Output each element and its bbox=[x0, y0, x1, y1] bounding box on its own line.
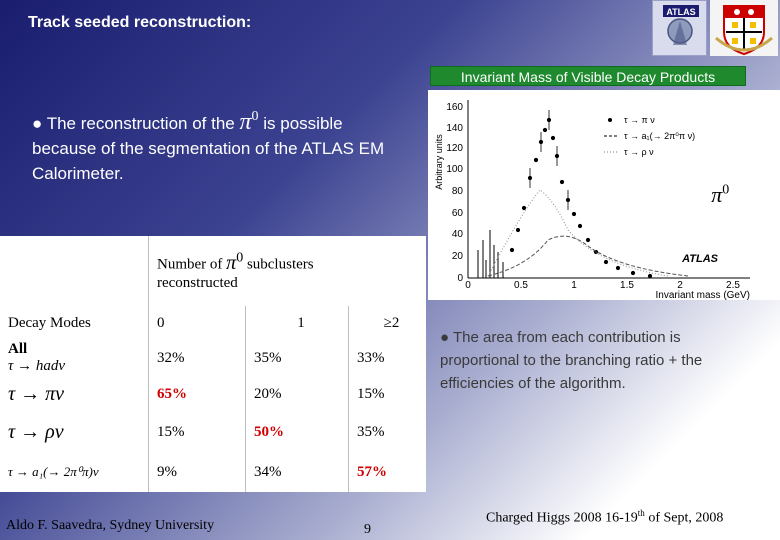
corner-cell bbox=[0, 236, 149, 306]
intro-rest: possible because of the segmentation of … bbox=[32, 114, 385, 183]
callout-line1: With at least 1 bbox=[612, 189, 708, 207]
slide-title: Track seeded reconstruction: bbox=[28, 14, 252, 31]
ytick: 140 bbox=[446, 123, 463, 134]
plot-legend: τ → π ν τ → a₁(→ 2π⁰π ν) τ → ρ ν bbox=[604, 115, 695, 157]
plot-ylabel: Arbitrary units bbox=[434, 134, 444, 190]
legend-rho: τ → ρ ν bbox=[624, 147, 654, 157]
mode-a1: τ → a₁(→ 2π⁰π)ν bbox=[0, 452, 149, 492]
cell-pi-2: 15% bbox=[357, 385, 385, 402]
cell-had-1: 35% bbox=[245, 340, 349, 376]
mode-rho: τ → ρν bbox=[0, 412, 149, 452]
col-0: 0 bbox=[148, 306, 246, 340]
header-sub: subclusters bbox=[246, 256, 314, 273]
cell-rho-1: 50% bbox=[245, 412, 349, 452]
mode-had: τ → hadν bbox=[8, 358, 66, 374]
bullet-dot: ● bbox=[32, 114, 43, 133]
legend-a1: τ → a₁(→ 2π⁰π ν) bbox=[624, 131, 695, 141]
plot-xlabel: Invariant mass (GeV) bbox=[656, 290, 750, 300]
plot-title-banner: Invariant Mass of Visible Decay Products bbox=[430, 66, 746, 86]
data-points bbox=[477, 110, 653, 279]
bullet-dot: ● bbox=[440, 329, 450, 346]
intro-after-pi: is bbox=[263, 114, 276, 133]
cell-rho-0: 15% bbox=[148, 412, 246, 452]
callout-pi0: π0 bbox=[711, 182, 730, 208]
cell-pi-0: 65% bbox=[148, 376, 246, 412]
header-bottom: reconstructed bbox=[157, 274, 238, 291]
ytick: 0 bbox=[457, 273, 463, 284]
header-top: Number of bbox=[157, 256, 223, 273]
area-note: ● The area from each contribution is pro… bbox=[440, 326, 740, 395]
xtick: 0.5 bbox=[514, 280, 528, 291]
header-cell: Number of π0 subclusters reconstructed bbox=[149, 236, 427, 306]
cell-a1-1: 34% bbox=[245, 452, 349, 492]
pi0-symbol: π0 bbox=[239, 109, 259, 135]
cell-had-0: 32% bbox=[148, 340, 246, 376]
university-seal-logo bbox=[710, 0, 778, 56]
xtick: 2.5 bbox=[726, 280, 740, 291]
decay-mode-table: Number of π0 subclusters reconstructed D… bbox=[0, 236, 426, 492]
col-2: ≥2 bbox=[383, 314, 400, 331]
y-tick-labels: 0 20 40 60 80 100 120 140 160 bbox=[446, 102, 463, 284]
header-pi0: π0 bbox=[226, 250, 244, 274]
ytick: 40 bbox=[452, 229, 464, 240]
row-label-all: All τ → hadν bbox=[0, 340, 149, 376]
logo-group: ATLAS bbox=[652, 0, 780, 58]
callout-line2: subcluster bbox=[612, 210, 681, 228]
mode-pi: τ → πν bbox=[0, 376, 149, 412]
invariant-mass-plot: Arbitrary units 0 20 40 60 80 100 120 14… bbox=[428, 90, 780, 301]
series-rho-curve bbox=[487, 189, 669, 277]
cell-rho-2: 35% bbox=[357, 423, 385, 440]
atlas-logo: ATLAS bbox=[652, 0, 707, 56]
cell-a1-0: 9% bbox=[148, 452, 246, 492]
ytick: 80 bbox=[452, 186, 464, 197]
footer-author: Aldo F. Saavedra, Sydney University bbox=[6, 518, 215, 533]
plot-brand: ATLAS bbox=[681, 253, 719, 265]
cell-had-2: 33% bbox=[357, 349, 385, 366]
xtick: 2 bbox=[677, 280, 683, 291]
xtick: 1 bbox=[571, 280, 577, 291]
ytick: 120 bbox=[446, 143, 463, 154]
ytick: 100 bbox=[446, 164, 463, 175]
note-text: The area from each contribution is propo… bbox=[440, 329, 703, 392]
subcluster-callout: With at least 1 π0 subcluster bbox=[612, 180, 729, 229]
decay-modes-label: Decay Modes bbox=[0, 306, 149, 340]
ytick: 20 bbox=[452, 251, 464, 262]
x-tick-labels: 0 0.5 1 1.5 2 2.5 bbox=[465, 280, 740, 291]
cell-pi-1: 20% bbox=[245, 376, 349, 412]
cell-a1-2: 57% bbox=[357, 463, 387, 480]
legend-pi: τ → π ν bbox=[624, 115, 655, 125]
page-number: 9 bbox=[364, 522, 371, 537]
series-a1-curve bbox=[487, 235, 689, 277]
intro-text: ● The reconstruction of the π0 is possib… bbox=[32, 104, 392, 186]
col-1: 1 bbox=[245, 306, 349, 340]
xtick: 0 bbox=[465, 280, 471, 291]
xtick: 1.5 bbox=[620, 280, 634, 291]
all-label: All bbox=[8, 341, 28, 357]
footer-conference: Charged Higgs 2008 16-19th of Sept, 2008 bbox=[486, 508, 724, 526]
svg-text:ATLAS: ATLAS bbox=[666, 7, 695, 17]
ytick: 160 bbox=[446, 102, 463, 113]
ytick: 60 bbox=[452, 208, 464, 219]
intro-bullet: The reconstruction of the bbox=[46, 114, 235, 133]
